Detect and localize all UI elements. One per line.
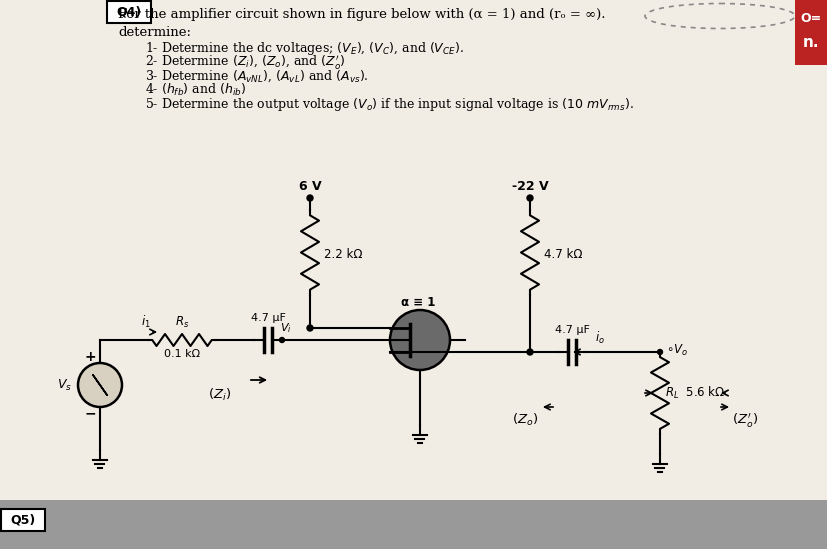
Text: O=: O=	[800, 12, 821, 25]
Circle shape	[280, 338, 284, 343]
Text: -22 V: -22 V	[511, 180, 547, 193]
Circle shape	[657, 350, 662, 355]
Text: $(Z_o^\prime)$: $(Z_o^\prime)$	[731, 411, 758, 429]
Text: +: +	[84, 350, 96, 364]
Text: 6 V: 6 V	[299, 180, 321, 193]
Text: Q4): Q4)	[117, 5, 141, 19]
Bar	[0, 500, 827, 549]
Circle shape	[307, 195, 313, 201]
FancyBboxPatch shape	[1, 509, 45, 531]
Text: n.: n.	[802, 35, 819, 49]
Text: α ≡ 1: α ≡ 1	[400, 295, 435, 309]
Text: $(Z_i)$: $(Z_i)$	[208, 387, 232, 403]
Text: 4.7 μF: 4.7 μF	[554, 325, 589, 335]
Bar	[794, 0, 827, 65]
Text: $i_1$: $i_1$	[141, 314, 151, 330]
Circle shape	[390, 310, 449, 370]
Text: 5- Determine the output voltage $(V_o)$ if the input signal voltage is $(10\ mV_: 5- Determine the output voltage $(V_o)$ …	[145, 96, 633, 113]
Text: 3- Determine $(A_{vNL})$, $(A_{vL})$ and $(A_{vs})$.: 3- Determine $(A_{vNL})$, $(A_{vL})$ and…	[145, 68, 368, 84]
Text: 2.2 kΩ: 2.2 kΩ	[323, 249, 362, 261]
Text: 2- Determine $(Z_i)$, $(Z_o)$, and $(Z_o^\prime)$: 2- Determine $(Z_i)$, $(Z_o)$, and $(Z_o…	[145, 53, 345, 71]
Text: $(Z_o)$: $(Z_o)$	[511, 412, 538, 428]
Text: $\circ V_o$: $\circ V_o$	[665, 343, 687, 357]
Text: $i_o$: $i_o$	[595, 330, 605, 346]
Text: 1- Determine the dc voltages; $(V_E)$, $(V_C)$, and $(V_{CE})$.: 1- Determine the dc voltages; $(V_E)$, $…	[145, 40, 463, 57]
Text: 0.1 kΩ: 0.1 kΩ	[164, 349, 200, 359]
Text: $R_s$: $R_s$	[174, 315, 189, 329]
Text: 4.7 kΩ: 4.7 kΩ	[543, 249, 582, 261]
Circle shape	[78, 363, 122, 407]
Circle shape	[526, 349, 533, 355]
Text: determine:: determine:	[118, 25, 191, 38]
Circle shape	[307, 325, 313, 331]
Text: For the amplifier circuit shown in figure below with (α = 1) and (rₒ = ∞).: For the amplifier circuit shown in figur…	[118, 8, 605, 20]
Text: −: −	[84, 406, 96, 420]
Circle shape	[526, 195, 533, 201]
Text: 4- $(h_{fb})$ and $(h_{ib})$: 4- $(h_{fb})$ and $(h_{ib})$	[145, 82, 246, 98]
Text: 4.7 μF: 4.7 μF	[251, 313, 285, 323]
Text: Q5): Q5)	[11, 513, 36, 526]
Text: $V_i$: $V_i$	[280, 321, 291, 335]
FancyBboxPatch shape	[107, 1, 151, 23]
Text: $R_L$  5.6 kΩ: $R_L$ 5.6 kΩ	[664, 385, 724, 401]
Text: $V_s$: $V_s$	[56, 378, 71, 393]
